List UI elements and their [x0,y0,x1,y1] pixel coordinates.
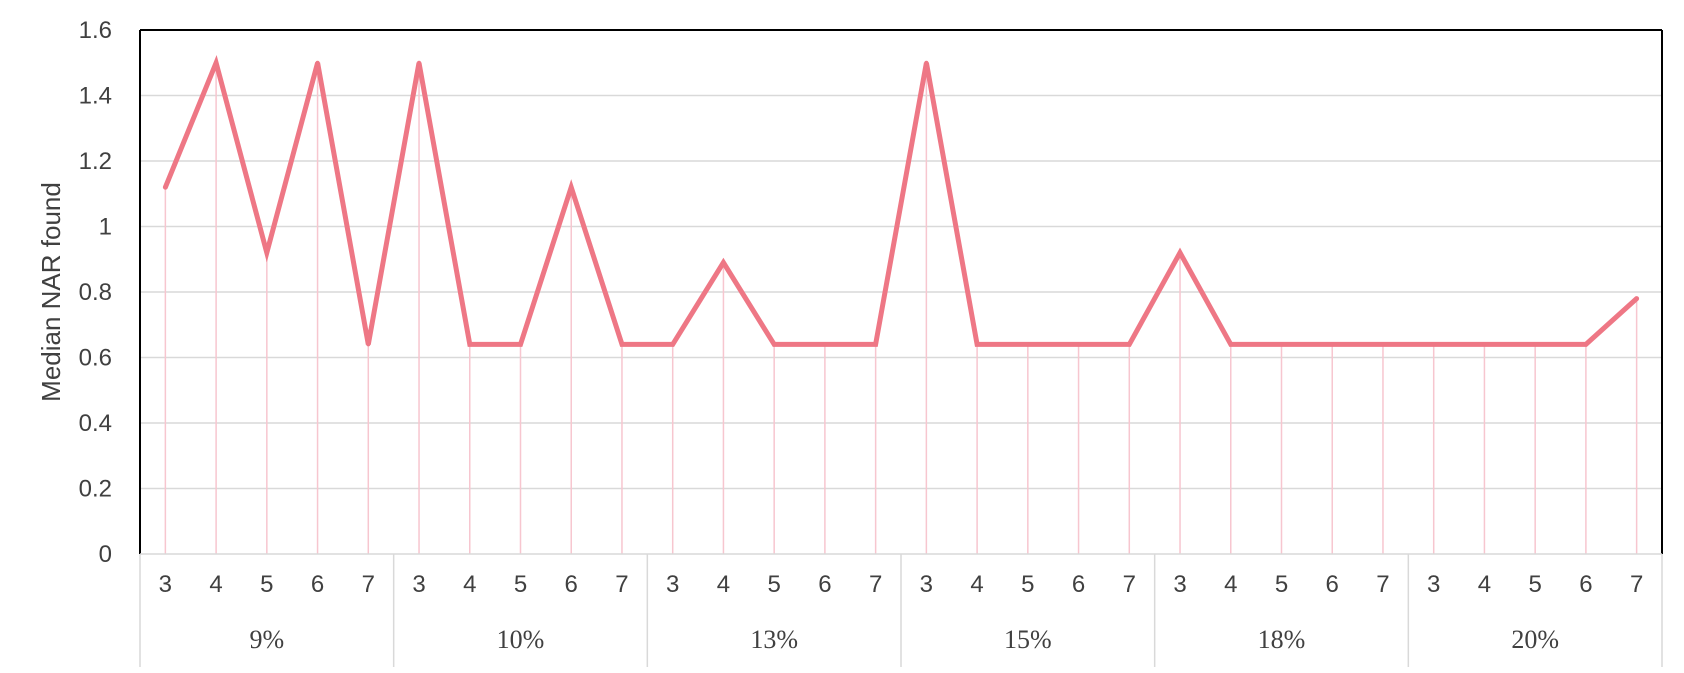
data-point [670,342,675,347]
x-category-label: 6 [1072,571,1085,598]
x-category-label: 5 [1275,571,1288,598]
y-tick-label: 0.6 [79,345,112,372]
x-category-label: 7 [1123,571,1136,598]
data-point [1228,342,1233,347]
x-category-label: 7 [869,571,882,598]
data-point [1431,342,1436,347]
x-category-label: 5 [767,571,780,598]
x-axis: 3 4 5 6 7 3 4 5 6 7 3 4 5 6 7 3 4 5 6 7 3 4 5 6 7 3 4 5 6 7 9% 10% 13% 15… [139,554,1663,667]
x-category-label: 3 [666,571,679,598]
x-category-label: 3 [412,571,425,598]
data-point [417,60,422,65]
y-tick-label: 1.2 [79,148,112,175]
x-category-label: 4 [209,571,222,598]
data-point [1533,342,1538,347]
data-point [214,60,219,65]
data-point [569,185,574,190]
data-point [1076,342,1081,347]
y-tick-label: 1.4 [79,83,112,110]
x-category-label: 6 [818,571,831,598]
x-category-label: 4 [970,571,983,598]
data-point [1330,342,1335,347]
data-point [924,60,929,65]
data-point [264,250,269,255]
y-tick-labels: 0 0.2 0.4 0.6 0.8 1 1.2 1.4 1.6 [79,17,112,568]
x-group-label: 18% [1258,625,1306,654]
y-tick-label: 0.8 [79,279,112,306]
x-category-label: 4 [1224,571,1237,598]
x-category-label: 6 [1326,571,1339,598]
data-point [619,342,624,347]
gridlines [140,94,1662,490]
data-point [467,342,472,347]
data-point [721,260,726,265]
y-axis-title: Median NAR found [36,182,66,402]
series-line-group [162,54,1640,347]
data-point [1583,342,1588,347]
data-point [1380,342,1385,347]
drop-lines [164,62,1638,554]
data-point [163,185,168,190]
x-category-label: 4 [1478,571,1491,598]
data-point [518,342,523,347]
x-category-label: 5 [514,571,527,598]
x-category-label: 7 [615,571,628,598]
y-tick-label: 0 [99,541,112,568]
data-point [822,342,827,347]
x-category-label: 5 [1021,571,1034,598]
data-point [1025,342,1030,347]
x-group-label: 13% [750,625,798,654]
x-category-label: 6 [565,571,578,598]
y-tick-label: 1 [99,214,112,241]
x-category-label: 6 [311,571,324,598]
x-category-label: 3 [1427,571,1440,598]
data-point [1482,342,1487,347]
x-category-label: 7 [1376,571,1389,598]
x-category-label: 4 [463,571,476,598]
x-category-label: 5 [260,571,273,598]
data-point [1178,250,1183,255]
data-point [315,60,320,65]
y-tick-label: 0.2 [79,476,112,503]
series-line [162,54,1640,347]
data-point [772,342,777,347]
data-point [873,342,878,347]
data-point [1279,342,1284,347]
data-point [975,342,980,347]
y-tick-label: 1.6 [79,17,112,44]
y-tick-label: 0.4 [79,410,112,437]
x-category-label: 7 [362,571,375,598]
x-group-label: 10% [497,625,545,654]
x-category-label: 3 [159,571,172,598]
data-point [366,342,371,347]
x-category-label: 6 [1579,571,1592,598]
data-point [1634,296,1639,301]
x-category-label: 3 [1173,571,1186,598]
x-group-label: 20% [1511,625,1559,654]
x-category-label: 4 [717,571,730,598]
x-category-label: 3 [920,571,933,598]
data-point [1127,342,1132,347]
x-group-label: 9% [249,625,284,654]
x-category-label: 7 [1630,571,1643,598]
x-category-label: 5 [1528,571,1541,598]
x-group-label: 15% [1004,625,1052,654]
